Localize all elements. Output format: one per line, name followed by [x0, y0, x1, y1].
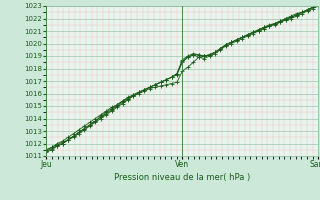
X-axis label: Pression niveau de la mer( hPa ): Pression niveau de la mer( hPa ): [114, 173, 251, 182]
